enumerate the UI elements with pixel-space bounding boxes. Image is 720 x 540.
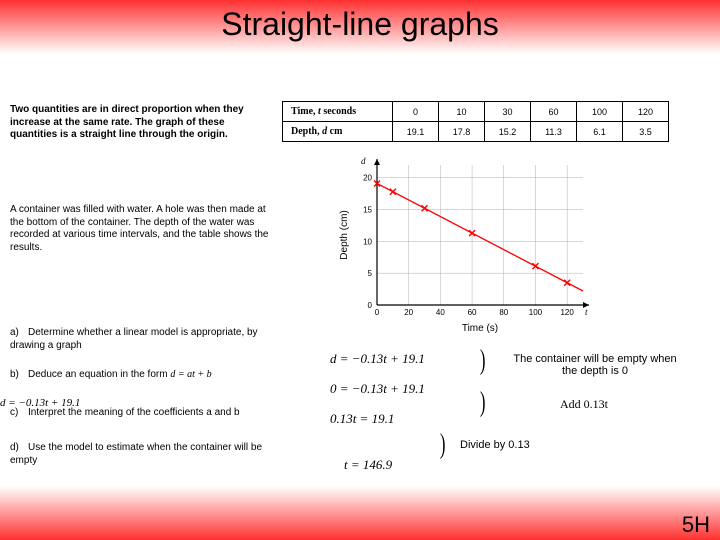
- svg-text:120: 120: [560, 308, 574, 317]
- svg-text:80: 80: [499, 308, 508, 317]
- svg-text:20: 20: [363, 174, 372, 183]
- question-b-text: Deduce an equation in the form: [28, 369, 168, 380]
- note-empty-container: The container will be empty when the dep…: [510, 353, 680, 377]
- cell: 30: [485, 102, 531, 122]
- equation-1: d = −0.13t + 19.1: [330, 351, 425, 367]
- cell: 11.3: [531, 122, 577, 142]
- intro-paragraph: Two quantities are in direct proportion …: [10, 104, 270, 142]
- svg-text:0: 0: [368, 301, 373, 310]
- svg-text:10: 10: [363, 237, 372, 246]
- cell: 6.1: [577, 122, 623, 142]
- svg-text:Depth (cm): Depth (cm): [339, 210, 350, 259]
- svg-text:5: 5: [368, 269, 373, 278]
- problem-paragraph: A container was filled with water. A hol…: [10, 204, 270, 254]
- question-c: c)Interpret the meaning of the coefficie…: [10, 407, 270, 420]
- table-row: Depth, d cm 19.1 17.8 15.2 11.3 6.1 3.5: [283, 122, 669, 142]
- svg-text:0: 0: [375, 308, 380, 317]
- note-divide: Divide by 0.13: [460, 439, 530, 451]
- equation-2: 0 = −0.13t + 19.1: [330, 381, 425, 397]
- svg-text:15: 15: [363, 206, 372, 215]
- question-b: b)Deduce an equation in the form d = at …: [10, 369, 270, 382]
- question-a: a)Determine whether a linear model is ap…: [10, 327, 270, 352]
- svg-text:100: 100: [529, 308, 543, 317]
- data-table: Time, t seconds 0 10 30 60 100 120 Depth…: [282, 101, 669, 142]
- scatter-chart: 0 20 40 60 80 100 120 0 5 10 15 20 d t Time (s) Depth (…: [335, 155, 595, 335]
- svg-text:60: 60: [468, 308, 477, 317]
- svg-text:40: 40: [436, 308, 445, 317]
- page-ref: 5H: [682, 512, 710, 538]
- cell: 100: [577, 102, 623, 122]
- question-d-text: Use the model to estimate when the conta…: [10, 442, 262, 466]
- brace-icon: ): [480, 345, 486, 377]
- table-row: Time, t seconds 0 10 30 60 100 120: [283, 102, 669, 122]
- note-add: Add 0.13t: [560, 397, 608, 412]
- cell: 15.2: [485, 122, 531, 142]
- cell: 17.8: [439, 122, 485, 142]
- cell: 10: [439, 102, 485, 122]
- equation-4: t = 146.9: [344, 457, 392, 473]
- question-d: d)Use the model to estimate when the con…: [10, 442, 270, 467]
- svg-text:d: d: [361, 156, 366, 166]
- brace-icon: ): [440, 429, 446, 461]
- page-title: Straight-line graphs: [0, 0, 720, 49]
- svg-text:Time (s): Time (s): [462, 323, 498, 334]
- equation-3: 0.13t = 19.1: [330, 411, 394, 427]
- cell: 19.1: [393, 122, 439, 142]
- question-a-text: Determine whether a linear model is appr…: [10, 327, 258, 351]
- row-header-depth: Depth, d cm: [283, 122, 393, 142]
- question-c-text: Interpret the meaning of the coefficient…: [28, 407, 240, 418]
- question-b-formula: d = at + b: [170, 369, 211, 380]
- cell: 3.5: [623, 122, 669, 142]
- cell: 60: [531, 102, 577, 122]
- svg-text:20: 20: [404, 308, 413, 317]
- cell: 120: [623, 102, 669, 122]
- cell: 0: [393, 102, 439, 122]
- svg-text:t: t: [585, 307, 588, 317]
- content-area: Two quantities are in direct proportion …: [0, 49, 720, 534]
- brace-icon: ): [480, 387, 486, 419]
- row-header-time: Time, t seconds: [283, 102, 393, 122]
